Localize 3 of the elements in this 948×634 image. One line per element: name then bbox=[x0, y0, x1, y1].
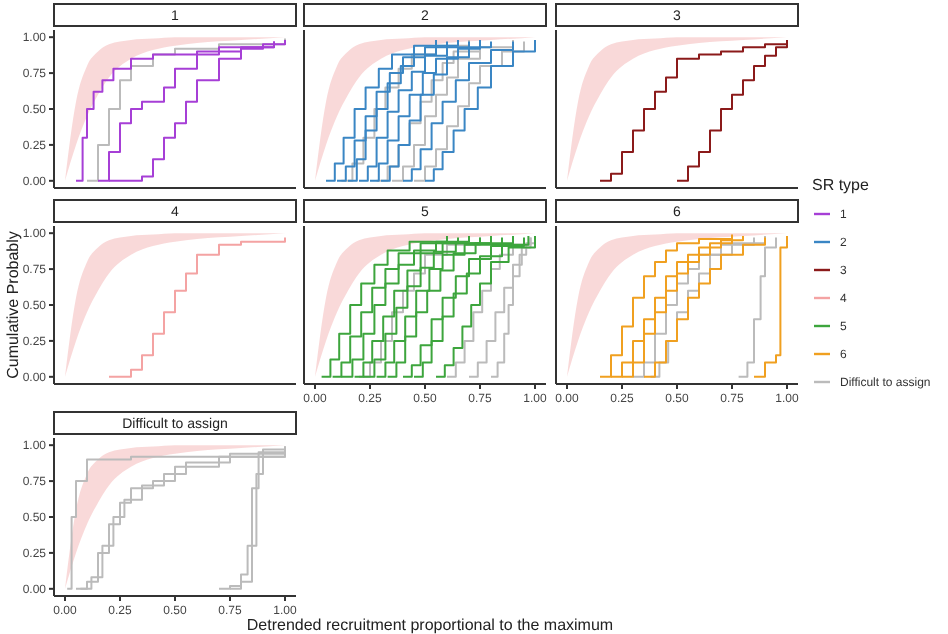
legend-title: SR type bbox=[812, 176, 871, 194]
x-axis-title: Detrended recruitment proportional to the maximum bbox=[246, 616, 614, 634]
y-axis-title: Cumulative Probably bbox=[4, 231, 22, 379]
